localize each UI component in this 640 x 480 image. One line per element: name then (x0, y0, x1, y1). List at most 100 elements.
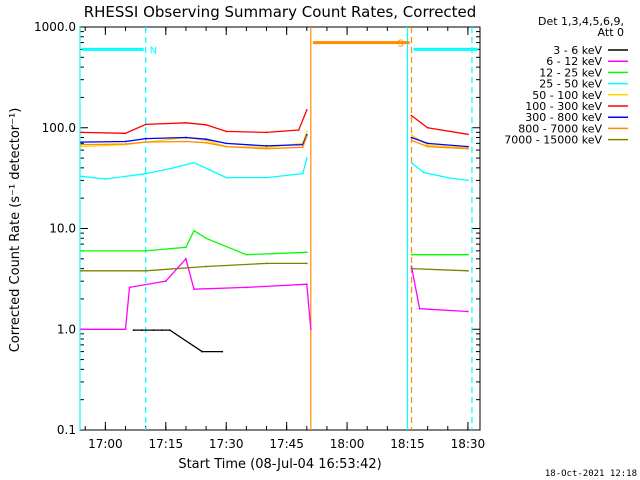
data-point (467, 269, 469, 272)
legend-label: 7000 - 15000 keV (504, 134, 602, 147)
data-point (426, 145, 429, 148)
y-axis-label: Corrected Count Rate (s⁻¹ detector⁻¹) (8, 108, 23, 353)
data-point (265, 146, 268, 149)
data-point (164, 280, 167, 283)
x-tick-label: 17:00 (88, 437, 123, 451)
x-tick-label: 18:00 (330, 437, 365, 451)
plot-frame (79, 26, 481, 431)
data-point (305, 130, 308, 133)
x-tick-label: 17:30 (209, 437, 244, 451)
series-line (81, 257, 312, 330)
data-point (140, 329, 143, 332)
data-point (305, 133, 308, 136)
data-point (185, 257, 187, 260)
data-point (185, 136, 187, 139)
data-point (426, 144, 429, 147)
data-point (467, 253, 469, 256)
data-point (225, 130, 228, 133)
y-tick-label: 1.0 (57, 322, 76, 336)
data-point (418, 307, 421, 310)
data-point (410, 161, 413, 164)
data-point (144, 249, 147, 252)
data-point (124, 143, 127, 145)
data-point (152, 329, 155, 332)
data-point (410, 267, 413, 270)
chart-title: RHESSI Observing Summary Count Rates, Co… (84, 3, 477, 21)
series-line (81, 109, 308, 134)
data-point (193, 161, 195, 164)
data-point (225, 176, 228, 179)
data-point (185, 121, 187, 124)
data-point (301, 172, 304, 175)
legend-header-line: Det 1,3,4,5,6,9, (538, 15, 624, 28)
series-line (411, 115, 469, 135)
marker-label: S (398, 39, 404, 50)
data-point (80, 175, 83, 178)
legend-label: 800 - 7000 keV (518, 122, 602, 135)
legend-label: 25 - 50 keV (539, 78, 602, 91)
data-point (225, 145, 228, 148)
series-line (411, 136, 468, 148)
data-point (265, 176, 268, 179)
data-point (467, 179, 469, 182)
series-group (80, 109, 469, 353)
data-point (201, 350, 203, 353)
data-point (410, 136, 413, 139)
data-point (305, 251, 308, 254)
x-axis-label: Start Time (08-Jul-04 16:53:42) (178, 457, 381, 472)
data-point (410, 139, 413, 142)
data-point (172, 166, 175, 169)
x-tick-label: 18:15 (390, 437, 425, 451)
y-tick-label: 0.1 (57, 423, 76, 437)
legend-label: 100 - 300 keV (525, 100, 602, 113)
data-point (265, 131, 268, 134)
series-line (81, 157, 308, 180)
series-line (411, 162, 468, 182)
data-point (410, 133, 413, 136)
y-tick-label: 100.0 (42, 121, 76, 135)
series-line (81, 229, 307, 256)
data-point (80, 269, 83, 272)
series-line (133, 329, 223, 353)
plot-area: 0.1 1.0 10.0 100.0 1000.0 17:00 17:15 17:30 17:4… (34, 20, 485, 451)
data-point (124, 328, 127, 331)
data-point (80, 141, 83, 144)
legend-label: 12 - 25 keV (539, 66, 602, 79)
data-point (205, 123, 207, 126)
data-point (301, 146, 304, 149)
data-point (305, 109, 308, 111)
data-point (305, 262, 308, 265)
data-point (144, 172, 147, 175)
data-point (265, 145, 268, 147)
data-point (305, 283, 308, 286)
y-tick-label: 1000.0 (34, 20, 76, 34)
data-point (297, 129, 300, 131)
data-point (467, 310, 469, 313)
data-point (144, 141, 147, 144)
data-point (410, 253, 413, 256)
data-point (205, 237, 207, 240)
series-line (410, 266, 468, 313)
footer-date: 18-Oct-2021 12:18 (545, 469, 637, 479)
data-point (104, 178, 107, 180)
data-point (410, 265, 413, 268)
data-point (422, 171, 425, 174)
data-point (185, 246, 187, 249)
data-point (185, 140, 187, 143)
data-point (124, 140, 127, 143)
legend-header: Det 1,3,4,5,6,9,Att 0 (538, 15, 624, 39)
data-point (221, 350, 224, 353)
data-point (80, 249, 83, 252)
data-point (144, 137, 147, 140)
legend-header-line: Att 0 (598, 26, 624, 39)
data-point (80, 328, 83, 331)
data-point (124, 132, 127, 135)
data-point (80, 131, 83, 134)
data-point (265, 262, 268, 265)
data-point (245, 253, 248, 256)
data-point (193, 288, 195, 291)
data-point (80, 145, 83, 148)
marker-label: N (150, 45, 157, 56)
